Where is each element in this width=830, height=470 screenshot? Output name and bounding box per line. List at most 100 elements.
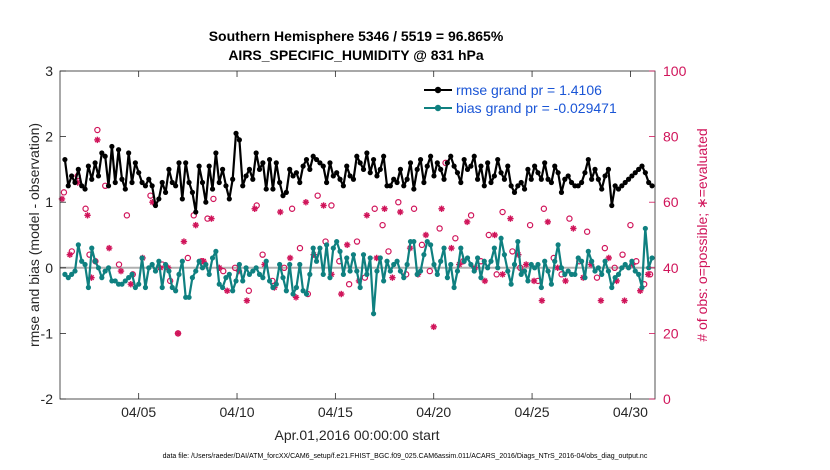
rmse-point: [454, 170, 461, 176]
bias-point: [565, 268, 571, 274]
rmse-point: [287, 166, 293, 172]
bias-point: [555, 242, 561, 248]
bias-point: [582, 275, 588, 281]
obs-possible-marker: [60, 189, 68, 196]
bias-point: [95, 265, 102, 271]
bias-point: [535, 261, 541, 268]
obs-possible-marker: [94, 126, 101, 134]
rmse-point: [381, 153, 387, 159]
obs-evaluated-stroke: [531, 278, 537, 284]
obs-evaluated-stroke: [397, 209, 404, 215]
rmse-point: [236, 137, 242, 143]
bias-point: [434, 271, 440, 277]
bias-point: [112, 278, 118, 284]
rmse-point: [421, 179, 427, 186]
obs-evaluated-stroke: [430, 324, 437, 330]
obs-possible-marker: [245, 287, 253, 294]
obs-possible-marker: [611, 264, 618, 271]
rmse-point: [85, 163, 92, 169]
obs-possible-marker: [426, 267, 433, 275]
obs-evaluated-stroke: [192, 222, 199, 228]
rmse-point: [438, 166, 444, 172]
rmse-point: [535, 170, 541, 176]
bias-point: [377, 255, 383, 261]
rmse-point: [448, 153, 454, 159]
rmse-point: [75, 166, 81, 172]
bias-point: [461, 258, 467, 264]
y-left-tick-label: 2: [45, 129, 53, 145]
y-axis-left-label: rmse and bias (model - observation): [26, 123, 42, 347]
obs-possible-marker: [566, 215, 573, 222]
bias-point: [273, 281, 279, 287]
bias-point: [542, 258, 548, 264]
rmse-point: [266, 156, 273, 163]
rmse-point: [592, 166, 598, 172]
bias-point: [468, 261, 474, 268]
obs-evaluated-marker: [117, 267, 125, 275]
bias-point: [85, 284, 92, 291]
rmse-point: [330, 173, 336, 179]
obs-evaluated-marker: [554, 264, 561, 271]
bias-point: [354, 268, 360, 274]
rmse-point: [595, 176, 601, 182]
bias-point: [545, 268, 551, 274]
bias-point: [451, 284, 457, 291]
rmse-point: [451, 163, 457, 169]
rmse-point: [391, 176, 397, 182]
obs-evaluated-marker: [174, 330, 182, 337]
bias-point: [488, 258, 494, 264]
bias-point: [414, 271, 420, 277]
bias-point: [290, 291, 296, 297]
bias-point: [156, 258, 162, 264]
rmse-point: [532, 163, 538, 169]
rmse-point: [69, 173, 75, 179]
rmse-point: [112, 179, 118, 186]
y-left-tick-label: -1: [41, 325, 54, 341]
rmse-point: [62, 156, 68, 163]
rmse-point: [320, 163, 326, 169]
bias-point: [317, 245, 323, 251]
obs-evaluated-stroke: [338, 291, 345, 297]
obs-evaluated-stroke: [598, 297, 604, 304]
rmse-point: [263, 186, 269, 192]
obs-evaluated-stroke: [423, 232, 429, 238]
obs-evaluated-marker: [84, 212, 91, 219]
rmse-point: [129, 179, 135, 186]
bias-point: [69, 271, 75, 277]
bias-point: [240, 278, 246, 284]
y-right-tick-label: 20: [663, 325, 679, 341]
y-right-tick-label: 100: [663, 63, 687, 79]
obs-possible-marker: [526, 221, 534, 229]
bias-point: [350, 252, 357, 258]
rmse-point: [183, 160, 189, 166]
rmse-point: [518, 179, 524, 186]
chart-title: Southern Hemisphere 5346 / 5519 = 96.865…: [209, 28, 504, 44]
rmse-point: [501, 176, 508, 182]
bias-point: [521, 268, 528, 274]
x-tick-label: 04/30: [613, 404, 648, 420]
legend-rmse-label: rmse grand pr = 1.4106: [456, 82, 602, 98]
bias-point: [404, 261, 410, 268]
obs-possible-marker: [371, 205, 378, 212]
rmse-point: [555, 170, 561, 176]
bias-point: [75, 242, 81, 248]
bias-point: [99, 275, 105, 281]
rmse-point: [354, 153, 360, 159]
bias-point: [599, 271, 605, 277]
bias-point: [146, 265, 152, 271]
bias-point: [491, 245, 497, 251]
bias-point: [609, 284, 615, 291]
obs-possible-marker: [115, 261, 123, 268]
rmse-point: [290, 173, 296, 179]
rmse-point: [220, 166, 226, 172]
rmse-point: [223, 183, 229, 189]
obs-evaluated-stroke: [251, 206, 258, 212]
rmse-point: [545, 176, 551, 182]
obs-evaluated-marker: [507, 215, 514, 222]
rmse-point: [488, 179, 494, 186]
obs-possible-marker: [493, 271, 500, 278]
rmse-point: [471, 153, 477, 159]
obs-possible-marker: [418, 241, 426, 249]
bias-point: [478, 275, 484, 281]
